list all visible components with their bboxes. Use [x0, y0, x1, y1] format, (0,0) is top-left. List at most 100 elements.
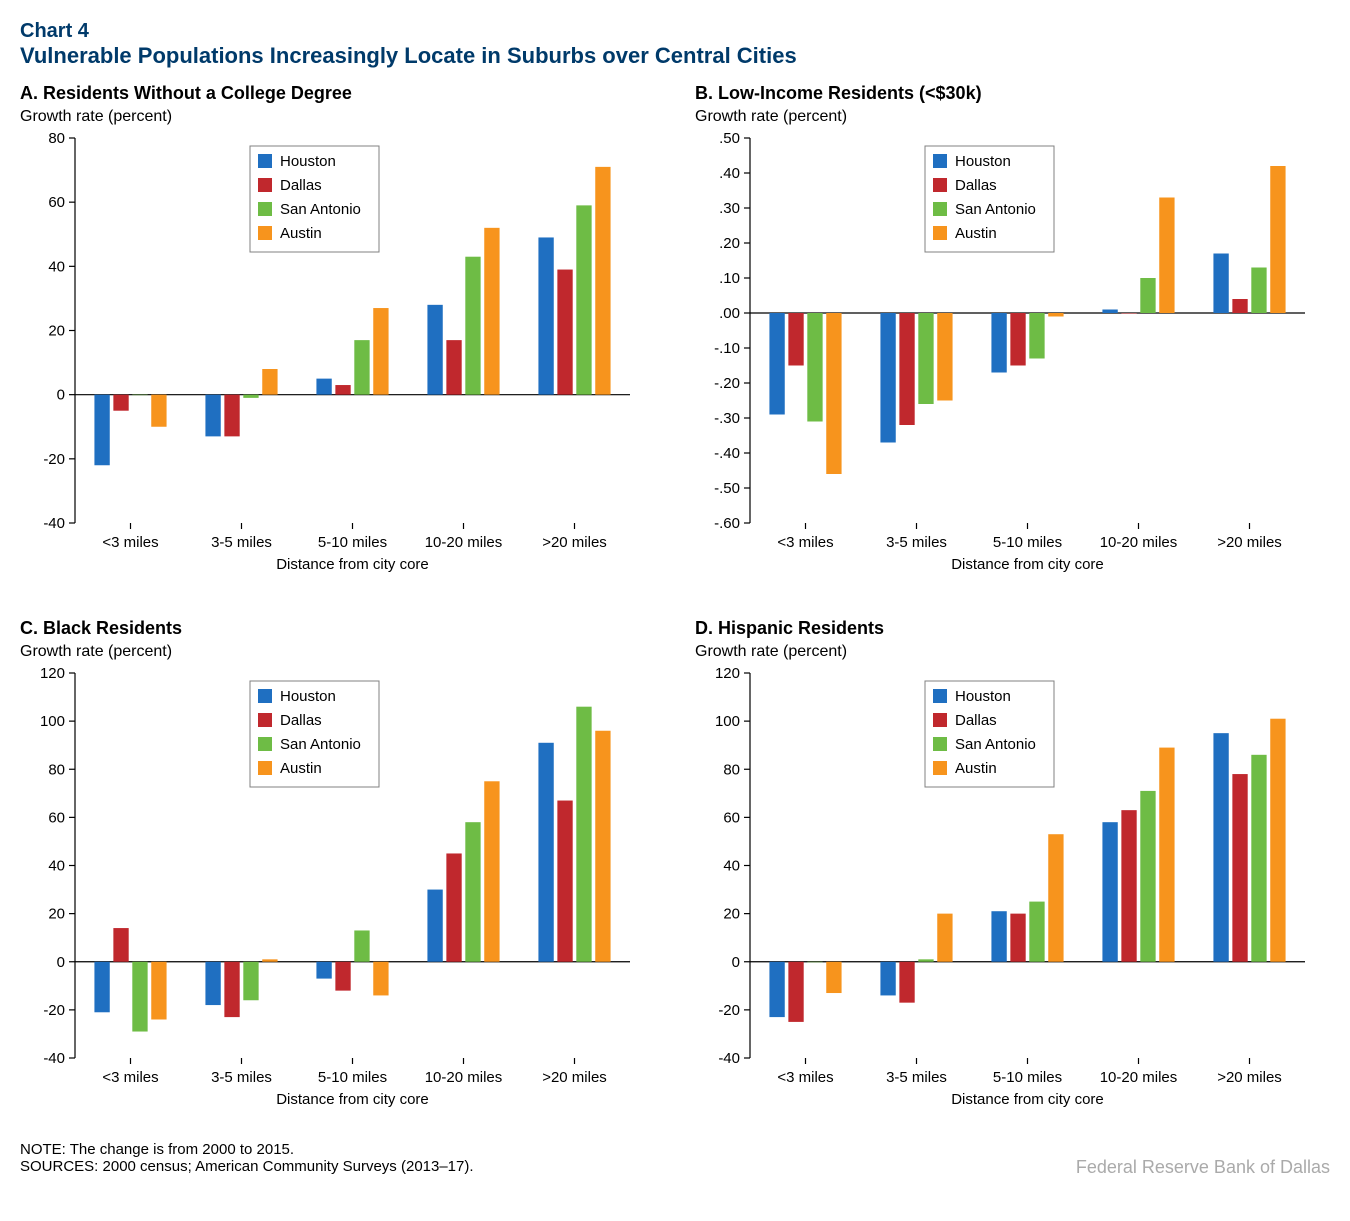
panel-B-ylabel: Growth rate (percent): [695, 108, 1330, 126]
bar: [1048, 313, 1063, 317]
bar: [151, 962, 166, 1020]
y-tick-label: 60: [48, 809, 65, 826]
bar: [918, 313, 933, 404]
panel-D-ylabel: Growth rate (percent): [695, 643, 1330, 661]
x-axis-label: Distance from city core: [276, 1091, 429, 1108]
y-tick-label: .20: [719, 235, 740, 252]
bar: [880, 962, 895, 996]
y-tick-label: -20: [43, 1002, 65, 1019]
y-tick-label: 0: [57, 954, 65, 971]
bar: [1102, 822, 1117, 962]
y-tick-label: 20: [723, 906, 740, 923]
chart-number: Chart 4: [20, 20, 1330, 43]
panel-grid: A. Residents Without a College Degree Gr…: [20, 83, 1330, 1123]
bar: [937, 914, 952, 962]
x-axis-label: Distance from city core: [951, 556, 1104, 573]
y-tick-label: 40: [48, 258, 65, 275]
x-tick-label: >20 miles: [1217, 1069, 1282, 1086]
panel-A: A. Residents Without a College Degree Gr…: [20, 83, 655, 588]
y-tick-label: 20: [48, 906, 65, 923]
x-tick-label: >20 miles: [542, 1069, 607, 1086]
y-tick-label: -.30: [714, 410, 740, 427]
bar: [899, 962, 914, 1003]
x-tick-label: <3 miles: [777, 1069, 833, 1086]
bar: [1251, 755, 1266, 962]
legend-label: Austin: [955, 760, 997, 777]
bar: [991, 313, 1006, 373]
bar: [1159, 748, 1174, 962]
legend-label: San Antonio: [955, 736, 1036, 753]
bar: [557, 801, 572, 962]
legend-label: San Antonio: [955, 201, 1036, 218]
bar: [807, 962, 822, 963]
bar: [1010, 313, 1025, 366]
bar: [1029, 313, 1044, 359]
bar: [576, 205, 591, 394]
panel-B-title: B. Low-Income Residents (<$30k): [695, 83, 1330, 104]
x-tick-label: 5-10 miles: [993, 534, 1062, 551]
bar: [335, 962, 350, 991]
legend-label: Houston: [280, 153, 336, 170]
bar: [205, 395, 220, 437]
x-tick-label: >20 miles: [1217, 534, 1282, 551]
panel-B-chart: -.60-.50-.40-.30-.20-.10.00.10.20.30.40.…: [695, 128, 1330, 588]
legend-label: Austin: [280, 760, 322, 777]
y-tick-label: 80: [48, 130, 65, 147]
bar: [427, 305, 442, 395]
bar: [595, 167, 610, 395]
bar: [373, 308, 388, 395]
bar: [243, 962, 258, 1001]
y-tick-label: 40: [723, 858, 740, 875]
legend-label: Dallas: [955, 177, 997, 194]
legend-label: Austin: [955, 225, 997, 242]
y-tick-label: -20: [43, 451, 65, 468]
bar: [937, 313, 952, 401]
bar: [484, 781, 499, 961]
bar: [335, 385, 350, 395]
bar: [595, 731, 610, 962]
bar: [113, 928, 128, 962]
bar: [1140, 791, 1155, 962]
bar: [769, 962, 784, 1017]
y-tick-label: .10: [719, 270, 740, 287]
bar: [1102, 310, 1117, 314]
panel-D-chart: -40-20020406080100120<3 miles3-5 miles5-…: [695, 663, 1330, 1123]
legend-label: Austin: [280, 225, 322, 242]
bar: [1232, 774, 1247, 962]
legend-label: Houston: [955, 688, 1011, 705]
legend-label: San Antonio: [280, 201, 361, 218]
x-tick-label: <3 miles: [102, 1069, 158, 1086]
x-tick-label: 3-5 miles: [211, 1069, 272, 1086]
y-tick-label: .40: [719, 165, 740, 182]
y-tick-label: -20: [718, 1002, 740, 1019]
bar: [1213, 254, 1228, 314]
bar: [1140, 278, 1155, 313]
y-tick-label: .30: [719, 200, 740, 217]
x-tick-label: 10-20 miles: [1100, 1069, 1178, 1086]
y-tick-label: 60: [723, 809, 740, 826]
bar: [788, 313, 803, 366]
y-tick-label: .00: [719, 305, 740, 322]
bar: [465, 822, 480, 962]
y-tick-label: .50: [719, 130, 740, 147]
panel-A-title: A. Residents Without a College Degree: [20, 83, 655, 104]
x-tick-label: <3 miles: [777, 534, 833, 551]
panel-D: D. Hispanic Residents Growth rate (perce…: [695, 618, 1330, 1123]
bar: [991, 911, 1006, 962]
bar: [1232, 299, 1247, 313]
x-tick-label: 5-10 miles: [993, 1069, 1062, 1086]
bar: [899, 313, 914, 425]
bar: [826, 313, 841, 474]
bar: [1270, 166, 1285, 313]
y-tick-label: -.60: [714, 515, 740, 532]
bar: [576, 707, 591, 962]
legend-label: Dallas: [280, 712, 322, 729]
x-axis-label: Distance from city core: [951, 1091, 1104, 1108]
x-tick-label: 3-5 miles: [886, 534, 947, 551]
y-tick-label: -.40: [714, 445, 740, 462]
x-tick-label: <3 miles: [102, 534, 158, 551]
bar: [1121, 810, 1136, 962]
bar: [316, 962, 331, 979]
bar: [316, 379, 331, 395]
bar: [918, 959, 933, 961]
